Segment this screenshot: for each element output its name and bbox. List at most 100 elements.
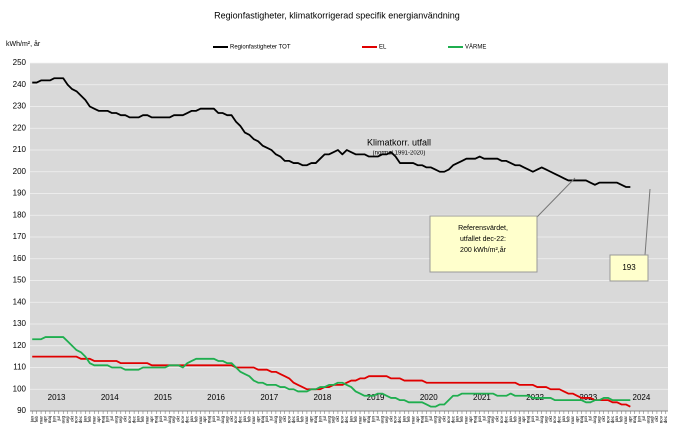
- x-tick-label: mar: [304, 415, 309, 423]
- x-tick-label: jul: [269, 416, 274, 422]
- x-tick-label: nov: [127, 415, 132, 423]
- year-label: 2015: [154, 393, 172, 402]
- x-tick-label: okt: [122, 415, 127, 422]
- x-tick-label: maj: [47, 416, 52, 423]
- y-tick-label: 110: [13, 363, 26, 372]
- x-tick-label: feb: [406, 416, 411, 423]
- x-tick-label: feb: [512, 416, 517, 423]
- x-tick-label: sep: [278, 416, 283, 424]
- x-tick-label: dec: [184, 415, 189, 423]
- x-tick-label: sep: [224, 416, 229, 424]
- x-tick-label: aug: [592, 416, 597, 424]
- x-tick-label: okt: [495, 415, 500, 422]
- year-label: 2016: [207, 393, 225, 402]
- x-tick-label: feb: [193, 416, 198, 423]
- x-tick-label: aug: [486, 416, 491, 424]
- x-tick-label: feb: [140, 416, 145, 423]
- x-tick-label: feb: [566, 416, 571, 423]
- y-tick-label: 200: [13, 167, 27, 176]
- x-tick-label: maj: [313, 416, 318, 423]
- x-tick-label: maj: [260, 416, 265, 423]
- x-tick-label: dec: [397, 415, 402, 423]
- y-axis-label: kWh/m², år: [6, 40, 41, 48]
- callout-pointer: [536, 177, 576, 218]
- annotation: (normal 1991-2020): [373, 151, 426, 157]
- x-tick-label: jan: [189, 416, 194, 424]
- x-tick-label: mar: [38, 415, 43, 423]
- x-tick-label: jul: [322, 416, 327, 422]
- chart-title: Regionfastigheter, klimatkorrigerad spec…: [214, 10, 460, 20]
- y-tick-label: 150: [13, 276, 27, 285]
- callout-text: Referensvärdet,: [458, 225, 508, 232]
- x-tick-label: maj: [100, 416, 105, 423]
- x-tick-label: dec: [663, 415, 668, 423]
- y-tick-label: 190: [13, 189, 27, 198]
- x-tick-label: jun: [477, 416, 482, 424]
- y-tick-label: 230: [13, 102, 27, 111]
- x-tick-label: aug: [273, 416, 278, 424]
- x-tick-label: feb: [34, 416, 39, 423]
- x-tick-label: dec: [610, 415, 615, 423]
- y-tick-label: 170: [13, 232, 27, 241]
- x-tick-label: aug: [433, 416, 438, 424]
- year-label: 2020: [420, 393, 438, 402]
- x-tick-label: mar: [145, 415, 150, 423]
- year-label: 2018: [314, 393, 332, 402]
- x-tick-label: jun: [583, 416, 588, 424]
- year-label: 2014: [101, 393, 119, 402]
- x-tick-label: jun: [636, 416, 641, 424]
- x-tick-label: jul: [588, 416, 593, 422]
- y-tick-label: 100: [13, 384, 27, 393]
- x-tick-label: apr: [96, 416, 101, 423]
- x-tick-label: aug: [60, 416, 65, 424]
- x-tick-label: dec: [503, 415, 508, 423]
- x-tick-label: apr: [255, 416, 260, 423]
- x-tick-label: okt: [69, 415, 74, 422]
- x-tick-label: okt: [176, 415, 181, 422]
- x-tick-label: jan: [508, 416, 513, 424]
- series-line: [32, 336, 631, 408]
- x-tick-label: jun: [424, 416, 429, 424]
- x-tick-label: aug: [379, 416, 384, 424]
- x-tick-label: dec: [131, 415, 136, 423]
- y-tick-label: 250: [13, 58, 27, 67]
- x-tick-label: okt: [548, 415, 553, 422]
- x-tick-label: feb: [619, 416, 624, 423]
- legend-label: EL: [379, 45, 387, 51]
- x-tick-label: jan: [295, 416, 300, 424]
- y-tick-label: 90: [17, 406, 26, 415]
- legend-label: Regionfastigheter TOT: [230, 45, 291, 51]
- x-tick-label: dec: [291, 415, 296, 423]
- x-tick-label: mar: [91, 415, 96, 423]
- y-tick-label: 160: [13, 254, 27, 263]
- x-tick-label: apr: [628, 416, 633, 423]
- x-tick-label: jun: [371, 416, 376, 424]
- x-tick-label: aug: [167, 416, 172, 424]
- x-tick-label: jun: [264, 416, 269, 424]
- x-tick-label: nov: [233, 415, 238, 423]
- x-tick-label: feb: [459, 416, 464, 423]
- annotation: Klimatkorr. utfall: [367, 137, 431, 147]
- x-tick-label: jul: [428, 416, 433, 422]
- x-tick-label: okt: [654, 415, 659, 422]
- x-tick-label: jun: [211, 416, 216, 424]
- x-tick-label: apr: [574, 416, 579, 423]
- x-tick-label: jul: [534, 416, 539, 422]
- x-tick-label: apr: [468, 416, 473, 423]
- x-tick-label: mar: [198, 415, 203, 423]
- y-tick-label: 180: [13, 210, 27, 219]
- x-tick-label: mar: [464, 415, 469, 423]
- x-tick-label: jan: [455, 416, 460, 424]
- x-tick-label: aug: [645, 416, 650, 424]
- x-tick-label: jan: [29, 416, 34, 424]
- x-tick-label: maj: [526, 416, 531, 423]
- x-tick-label: nov: [340, 415, 345, 423]
- x-tick-label: mar: [517, 415, 522, 423]
- x-tick-label: nov: [180, 415, 185, 423]
- callout-pointer: [644, 188, 651, 256]
- x-tick-label: jun: [530, 416, 535, 424]
- y-tick-label: 210: [13, 145, 27, 154]
- callout-text: 200 kWh/m²,år: [460, 246, 507, 254]
- x-tick-label: okt: [388, 415, 393, 422]
